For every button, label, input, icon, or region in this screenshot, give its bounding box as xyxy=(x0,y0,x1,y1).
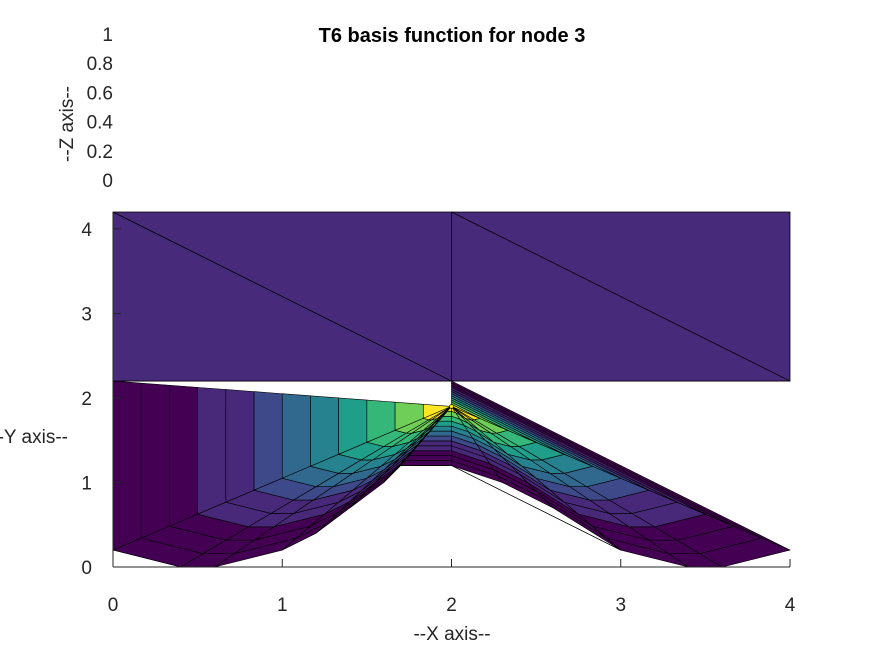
z-tick-label: 0.8 xyxy=(87,54,113,75)
z-axis-label: --Z axis-- xyxy=(57,86,78,162)
element-edge xyxy=(451,211,791,382)
left-element-cell xyxy=(421,435,452,442)
x-tick-label: 2 xyxy=(446,595,457,616)
x-tick-label: 3 xyxy=(615,595,626,616)
y-tick-label: 1 xyxy=(81,473,92,494)
y-axis-ticks: 0 1 2 3 4 xyxy=(81,220,121,579)
left-element-cell xyxy=(197,387,227,515)
x-axis-label: --X axis-- xyxy=(413,624,490,645)
z-tick-label: 0.2 xyxy=(87,142,113,163)
x-tick-label: 1 xyxy=(277,595,288,616)
y-axis-label: --Y axis-- xyxy=(0,427,68,448)
y-tick-label: 3 xyxy=(81,304,92,325)
left-element-cell xyxy=(140,382,170,539)
z-tick-label: 0.6 xyxy=(87,83,113,104)
left-element-cell xyxy=(253,391,283,491)
left-element-cell xyxy=(412,445,452,452)
left-element-cell xyxy=(400,460,452,466)
chart-title: T6 basis function for node 3 xyxy=(319,25,586,47)
y-tick-label: 0 xyxy=(81,558,92,579)
node-peak xyxy=(449,404,454,409)
element-edge xyxy=(112,211,452,382)
z-tick-label: 0 xyxy=(102,171,113,192)
z-axis-ticks: 0 0.2 0.4 0.6 0.8 1 xyxy=(87,25,114,192)
x-axis-ticks: 0 1 2 3 4 xyxy=(108,559,796,616)
x-tick-label: 4 xyxy=(785,595,796,616)
left-element-cell xyxy=(225,389,255,503)
x-tick-label: 0 xyxy=(108,595,119,616)
left-element-cell xyxy=(112,380,142,551)
z-tick-label: 1 xyxy=(102,25,113,46)
left-element-cell xyxy=(416,440,452,447)
hump-edge xyxy=(400,465,621,551)
left-element-cell xyxy=(408,450,452,457)
y-tick-label: 2 xyxy=(81,389,92,410)
left-element-cell xyxy=(404,455,452,461)
surface-plot xyxy=(112,211,791,568)
left-element-cell xyxy=(310,395,339,467)
y-tick-label: 4 xyxy=(81,220,92,241)
z-tick-label: 0.4 xyxy=(87,113,114,134)
left-element-cell xyxy=(169,384,198,527)
left-element-cell xyxy=(281,393,311,479)
